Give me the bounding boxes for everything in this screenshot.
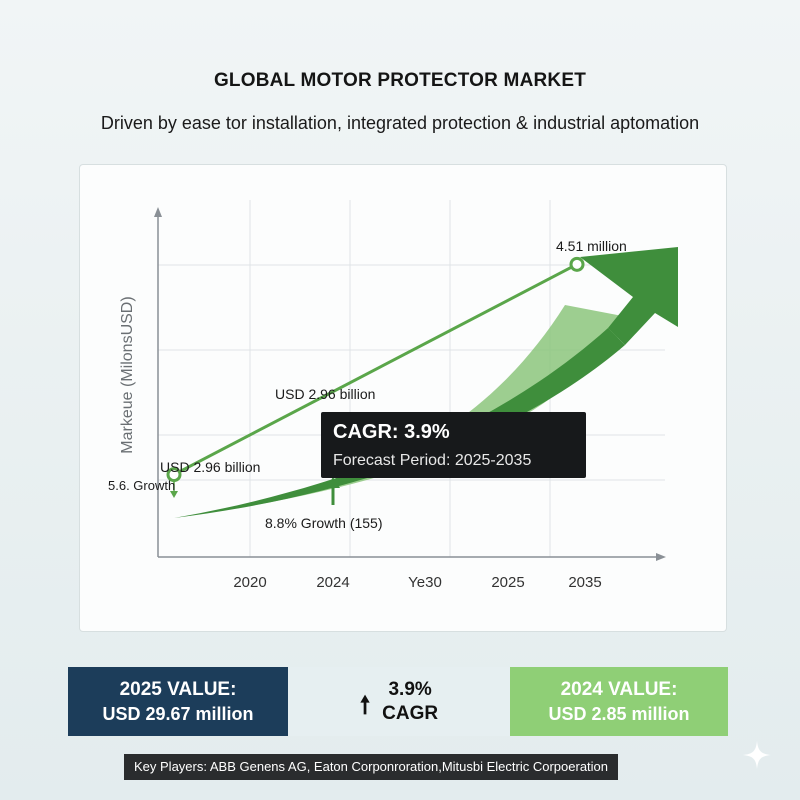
mid-value-label: USD 2.96 billion bbox=[275, 386, 376, 402]
arrow-up-icon: 🠕 bbox=[359, 692, 371, 719]
growth-ribbon bbox=[174, 305, 633, 518]
value-2025-amount: USD 29.67 million bbox=[102, 703, 254, 724]
value-2024-amount: USD 2.85 million bbox=[548, 703, 690, 724]
series-line bbox=[173, 263, 578, 476]
chart-panel: 2020 2024 Ye30 2025 2035 4.51 million USD 2.… bbox=[80, 165, 726, 631]
series-layer bbox=[166, 256, 585, 483]
value-2025-title: 2025 VALUE: bbox=[119, 678, 237, 700]
value-2025-card: 2025 VALUE: USD 29.67 million bbox=[68, 667, 288, 736]
callout-cagr: CAGR: 3.9% bbox=[333, 421, 450, 443]
x-tick-label: 2035 bbox=[568, 574, 601, 591]
cagr-card: 🠕 3.9% CAGR bbox=[288, 667, 510, 736]
x-tick-label: 2025 bbox=[491, 574, 524, 591]
page-subtitle: Driven by ease tor installation, integra… bbox=[100, 113, 700, 133]
x-tick-labels: 2020 2024 Ye30 2025 2035 bbox=[233, 574, 601, 591]
key-players-bar: Key Players: ABB Genens AG, Eaton Corpon… bbox=[124, 754, 619, 780]
x-tick-label: Ye30 bbox=[408, 574, 442, 591]
data-point bbox=[166, 467, 182, 483]
start-growth-label: 5.6. Growth bbox=[108, 478, 176, 493]
cagr-callout: CAGR: 3.9% Forecast Period: 2025-2035 bbox=[321, 412, 586, 478]
value-2024-card: 2024 VALUE: USD 2.85 million bbox=[510, 667, 728, 736]
value-2024-title: 2024 VALUE: bbox=[560, 678, 678, 700]
end-point-label: 4.51 million bbox=[556, 238, 627, 254]
y-axis-label: Markeue (MilonsUSD) bbox=[119, 296, 136, 454]
callout-forecast: Forecast Period: 2025-2035 bbox=[333, 452, 532, 469]
growth-arrow-head bbox=[580, 247, 678, 345]
data-point bbox=[569, 256, 585, 272]
lower-growth-label: 8.8% Growth (155) bbox=[265, 515, 383, 531]
x-axis-arrow-icon bbox=[656, 553, 666, 561]
cagr-label: CAGR bbox=[382, 702, 439, 724]
start-value-label: USD 2.96 billion bbox=[160, 459, 261, 475]
y-axis-arrow-icon bbox=[154, 207, 162, 217]
market-chart: 2020 2024 Ye30 2025 2035 bbox=[154, 200, 678, 591]
x-tick-label: 2024 bbox=[316, 574, 349, 591]
page-title: GLOBAL MOTOR PROTECTOR MARKET bbox=[213, 70, 587, 91]
sparkle-icon bbox=[743, 741, 771, 769]
arrow-up-small-icon bbox=[326, 477, 340, 505]
x-tick-label: 2020 bbox=[233, 574, 266, 591]
cagr-value: 3.9% bbox=[388, 678, 432, 700]
arrow-down-small-icon bbox=[170, 481, 178, 498]
